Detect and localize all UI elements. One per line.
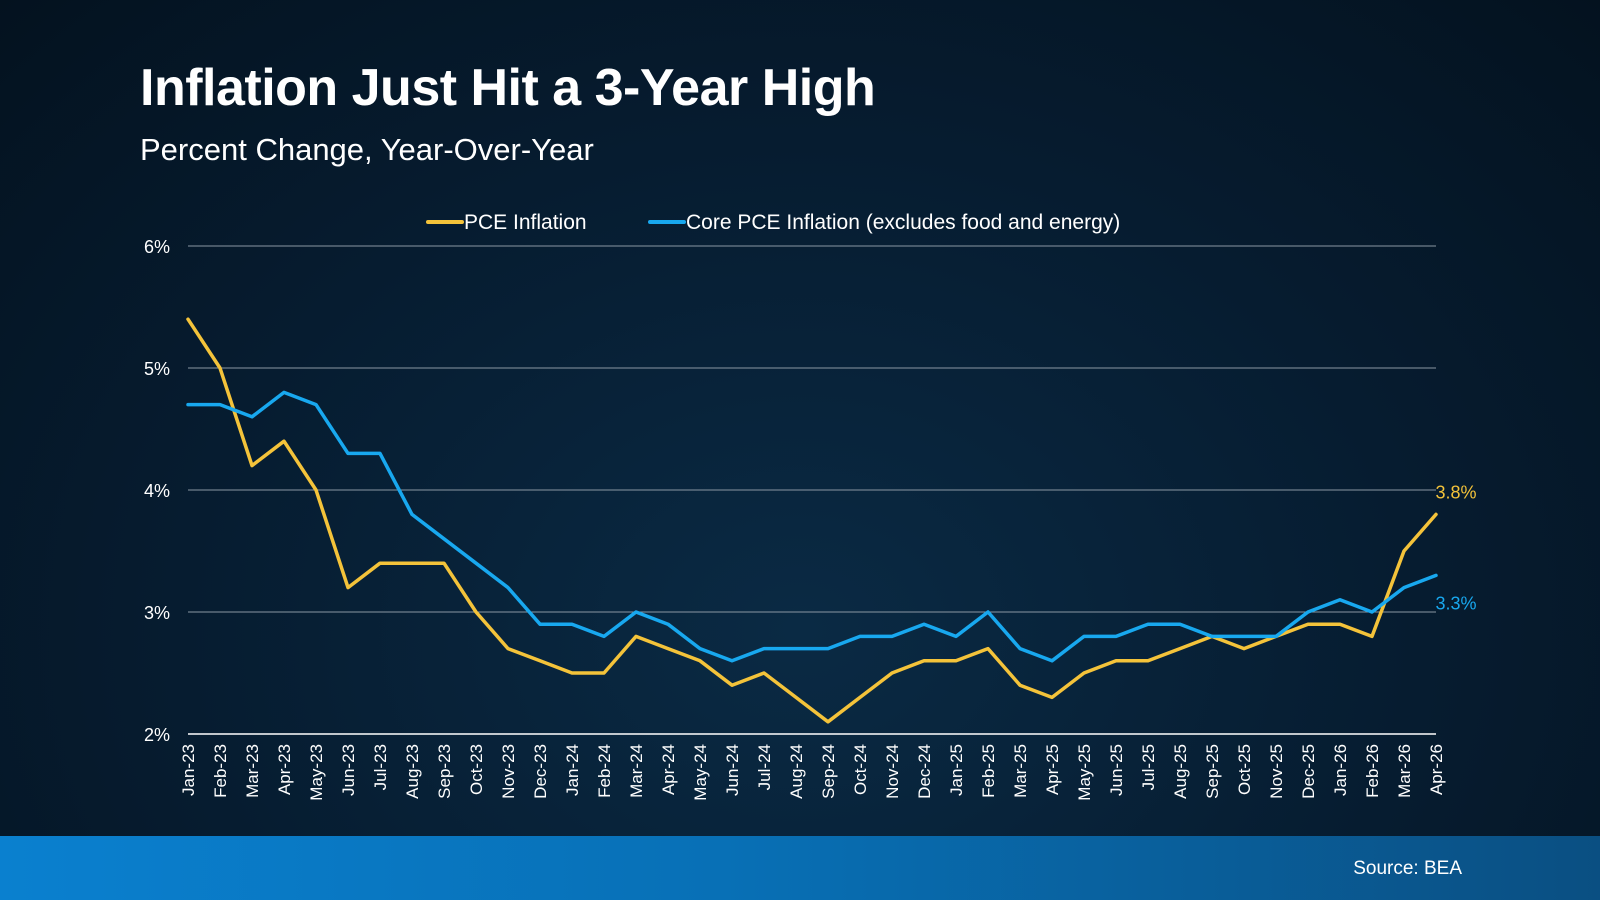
x-tick-label: May-23 [307, 744, 326, 801]
x-tick-label: Nov-24 [883, 744, 902, 799]
chart-subtitle: Percent Change, Year-Over-Year [140, 132, 594, 167]
x-tick-label: Jul-23 [371, 744, 390, 790]
x-tick-label: May-25 [1075, 744, 1094, 801]
legend-label-pce: PCE Inflation [464, 211, 587, 234]
x-tick-label: Sep-23 [435, 744, 454, 799]
x-tick-label: Jun-25 [1107, 744, 1126, 796]
x-tick-label: Feb-24 [595, 744, 614, 798]
x-tick-label: Sep-24 [819, 744, 838, 799]
x-tick-label: Jun-24 [723, 744, 742, 796]
x-tick-label: Feb-26 [1363, 744, 1382, 798]
x-tick-label: Nov-25 [1267, 744, 1286, 799]
x-tick-label: Apr-23 [275, 744, 294, 795]
x-tick-label: Apr-24 [659, 744, 678, 795]
x-tick-label: Aug-23 [403, 744, 422, 799]
legend-label-core-pce: Core PCE Inflation (excludes food and en… [686, 211, 1120, 234]
x-tick-label: Apr-25 [1043, 744, 1062, 795]
y-tick-label: 6% [144, 237, 170, 257]
footer-bar: Source: BEA [0, 836, 1600, 900]
x-tick-label: Jul-25 [1139, 744, 1158, 790]
x-axis-ticks: Jan-23 Feb-23 Mar-23 Apr-23 May-23 Jun-23 Jul-… [179, 744, 1446, 801]
gridlines [188, 245, 1436, 735]
x-tick-label: Feb-25 [979, 744, 998, 798]
x-tick-label: May-24 [691, 744, 710, 801]
x-tick-label: Oct-23 [467, 744, 486, 795]
end-labels: 3.8% 3.3% [1435, 482, 1476, 613]
x-tick-label: Mar-25 [1011, 744, 1030, 798]
end-value-label: 3.8% [1435, 482, 1476, 502]
line-chart: 2% 3% 4% 5% 6% Jan-23 Feb-23 Mar-23 Apr-23 May-2… [144, 211, 1477, 801]
x-tick-label: Aug-25 [1171, 744, 1190, 799]
pce-inflation-line [186, 317, 1438, 724]
x-tick-label: Nov-23 [499, 744, 518, 799]
x-tick-label: Apr-26 [1427, 744, 1446, 795]
x-tick-label: Jan-24 [563, 744, 582, 796]
y-tick-label: 2% [144, 725, 170, 745]
x-tick-label: Jul-24 [755, 744, 774, 790]
y-tick-label: 3% [144, 603, 170, 623]
y-tick-label: 5% [144, 359, 170, 379]
x-tick-label: Oct-24 [851, 744, 870, 795]
x-tick-label: Sep-25 [1203, 744, 1222, 799]
x-tick-label: Mar-23 [243, 744, 262, 798]
x-tick-label: Oct-25 [1235, 744, 1254, 795]
series-lines [186, 317, 1438, 724]
x-tick-label: Jan-25 [947, 744, 966, 796]
end-value-label: 3.3% [1435, 593, 1476, 613]
x-tick-label: Mar-24 [627, 744, 646, 798]
core-pce-inflation-line [186, 390, 1438, 663]
chart-title: Inflation Just Hit a 3-Year High [140, 59, 876, 117]
source-label: Source: BEA [1353, 858, 1462, 879]
x-tick-label: Aug-24 [787, 744, 806, 799]
x-tick-label: Dec-24 [915, 744, 934, 799]
legend: PCE Inflation Core PCE Inflation (exclude… [426, 211, 1120, 234]
x-tick-label: Dec-23 [531, 744, 550, 799]
x-tick-label: Dec-25 [1299, 744, 1318, 799]
x-tick-label: Jan-23 [179, 744, 198, 796]
y-tick-label: 4% [144, 481, 170, 501]
y-axis-ticks: 2% 3% 4% 5% 6% [144, 237, 170, 745]
x-tick-label: Jun-23 [339, 744, 358, 796]
x-tick-label: Jan-26 [1331, 744, 1350, 796]
x-tick-label: Mar-26 [1395, 744, 1414, 798]
x-tick-label: Feb-23 [211, 744, 230, 798]
